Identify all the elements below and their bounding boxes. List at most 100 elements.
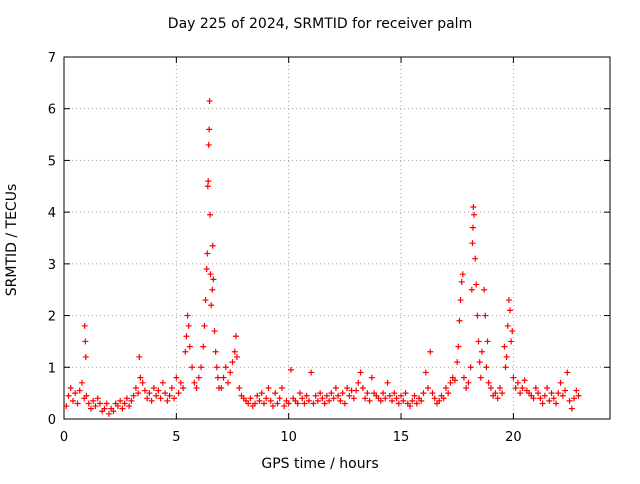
data-point xyxy=(218,384,225,391)
data-point xyxy=(477,374,484,381)
data-point xyxy=(211,328,218,335)
data-point xyxy=(335,392,342,399)
data-point xyxy=(456,317,463,324)
data-point xyxy=(74,400,81,407)
data-point xyxy=(227,369,234,376)
x-tick-label: 10 xyxy=(280,430,297,445)
data-point xyxy=(451,377,458,384)
data-point xyxy=(195,374,202,381)
data-point xyxy=(175,390,182,397)
data-point xyxy=(496,384,503,391)
data-point xyxy=(207,211,214,218)
data-point xyxy=(457,297,464,304)
data-point xyxy=(398,392,405,399)
data-point xyxy=(413,400,420,407)
data-point xyxy=(209,286,216,293)
data-point xyxy=(319,395,326,402)
data-point xyxy=(200,343,207,350)
data-point xyxy=(431,395,438,402)
data-point xyxy=(182,348,189,355)
data-point xyxy=(128,397,135,404)
data-point xyxy=(82,353,89,360)
data-point xyxy=(278,384,285,391)
data-point xyxy=(164,397,171,404)
data-point xyxy=(487,384,494,391)
data-point xyxy=(512,384,519,391)
data-point xyxy=(123,395,130,402)
data-point xyxy=(157,395,164,402)
data-point xyxy=(256,397,263,404)
data-point xyxy=(314,397,321,404)
data-point xyxy=(568,405,575,412)
data-point xyxy=(475,338,482,345)
data-point xyxy=(484,338,491,345)
data-point xyxy=(508,338,515,345)
data-point xyxy=(153,392,160,399)
data-point xyxy=(137,374,144,381)
data-point xyxy=(168,384,175,391)
data-point xyxy=(317,390,324,397)
data-point xyxy=(67,384,74,391)
data-point xyxy=(204,183,211,190)
data-point xyxy=(117,397,124,404)
data-point xyxy=(83,392,90,399)
y-tick-label: 2 xyxy=(48,310,56,325)
data-point xyxy=(310,400,317,407)
data-point xyxy=(203,266,210,273)
data-point xyxy=(287,366,294,373)
data-point xyxy=(501,343,508,350)
data-point xyxy=(350,395,357,402)
plot-frame xyxy=(63,56,611,420)
data-point xyxy=(478,348,485,355)
data-point xyxy=(110,408,117,415)
data-point xyxy=(362,395,369,402)
data-point xyxy=(101,405,108,412)
data-point xyxy=(429,390,436,397)
y-axis-label: SRMTID / TECUs xyxy=(4,183,20,297)
data-point xyxy=(357,369,364,376)
data-point xyxy=(502,364,509,371)
data-point xyxy=(92,403,99,410)
data-point xyxy=(148,397,155,404)
data-point xyxy=(564,369,571,376)
data-point xyxy=(204,250,211,257)
data-point xyxy=(440,395,447,402)
data-point xyxy=(332,384,339,391)
data-point xyxy=(469,224,476,231)
data-point xyxy=(454,359,461,366)
y-tick-label: 5 xyxy=(48,154,56,169)
data-point xyxy=(247,395,254,402)
data-point xyxy=(521,377,528,384)
data-point xyxy=(87,405,94,412)
data-point xyxy=(559,392,566,399)
data-point xyxy=(186,343,193,350)
data-point xyxy=(519,384,526,391)
chart-title: Day 225 of 2024, SRMTID for receiver pal… xyxy=(167,16,473,32)
data-point xyxy=(481,286,488,293)
data-point xyxy=(207,271,214,278)
data-point xyxy=(212,348,219,355)
data-point xyxy=(447,379,454,386)
x-tick-label: 5 xyxy=(172,430,180,445)
data-point xyxy=(402,390,409,397)
data-point xyxy=(193,384,200,391)
data-point xyxy=(494,395,501,402)
data-point xyxy=(463,384,470,391)
data-point xyxy=(553,400,560,407)
data-point xyxy=(272,390,279,397)
data-point xyxy=(254,392,261,399)
data-point xyxy=(202,297,209,304)
x-tick-label: 0 xyxy=(60,430,68,445)
data-point xyxy=(171,395,178,402)
data-point xyxy=(510,374,517,381)
data-point xyxy=(146,390,153,397)
data-point xyxy=(395,400,402,407)
data-point xyxy=(103,400,110,407)
data-point xyxy=(344,384,351,391)
data-point xyxy=(139,379,146,386)
data-point xyxy=(411,392,418,399)
data-point xyxy=(198,364,205,371)
data-point xyxy=(144,395,151,402)
data-point xyxy=(328,390,335,397)
